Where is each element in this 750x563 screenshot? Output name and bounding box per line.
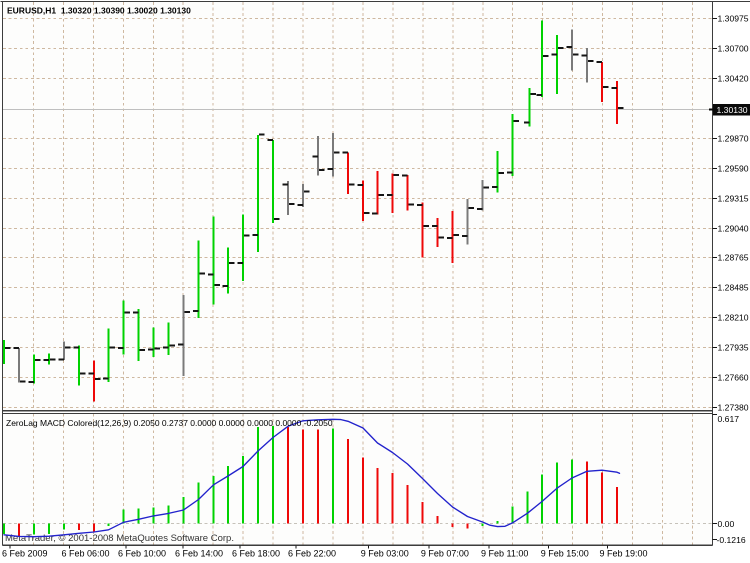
svg-text:6 Feb 06:00: 6 Feb 06:00 (62, 549, 110, 559)
svg-text:9 Feb 03:00: 9 Feb 03:00 (361, 549, 409, 559)
svg-text:9 Feb 11:00: 9 Feb 11:00 (481, 549, 528, 559)
svg-text:9 Feb 15:00: 9 Feb 15:00 (541, 549, 589, 559)
svg-text:-0.1216: -0.1216 (717, 535, 746, 545)
svg-text:1.30975: 1.30975 (718, 14, 749, 24)
svg-text:6 Feb 14:00: 6 Feb 14:00 (175, 549, 223, 559)
svg-text:6 Feb 22:00: 6 Feb 22:00 (288, 549, 336, 559)
svg-text:ZeroLag MACD Colored(12,26,9): ZeroLag MACD Colored(12,26,9) 0.2050 0.2… (6, 418, 333, 428)
svg-text:6 Feb 10:00: 6 Feb 10:00 (118, 549, 166, 559)
svg-text:0.00: 0.00 (718, 519, 735, 529)
svg-text:6 Feb 2009: 6 Feb 2009 (2, 549, 48, 559)
svg-text:6 Feb 18:00: 6 Feb 18:00 (232, 549, 280, 559)
svg-text:9 Feb 19:00: 9 Feb 19:00 (600, 549, 648, 559)
svg-text:1.29870: 1.29870 (718, 134, 749, 144)
svg-text:1.27380: 1.27380 (718, 403, 749, 413)
svg-text:1.28765: 1.28765 (718, 253, 749, 263)
svg-text:EURUSD,H1 1.30320 1.30390 1.3: EURUSD,H1 1.30320 1.30390 1.30020 1.3013… (7, 6, 191, 16)
svg-text:1.27660: 1.27660 (718, 373, 749, 383)
svg-text:1.30420: 1.30420 (718, 74, 749, 84)
svg-text:1.29590: 1.29590 (718, 164, 749, 174)
svg-text:1.29040: 1.29040 (718, 224, 749, 234)
svg-text:0.617: 0.617 (718, 414, 740, 424)
svg-text:1.29315: 1.29315 (718, 194, 749, 204)
svg-text:MetaTrader, © 2001-2008 MetaQu: MetaTrader, © 2001-2008 MetaQuotes Softw… (5, 533, 234, 544)
svg-text:1.28485: 1.28485 (718, 283, 749, 293)
svg-text:1.30130: 1.30130 (717, 105, 748, 115)
svg-text:1.27935: 1.27935 (718, 343, 749, 353)
svg-text:9 Feb 07:00: 9 Feb 07:00 (421, 549, 469, 559)
svg-text:1.28210: 1.28210 (718, 313, 749, 323)
svg-text:1.30700: 1.30700 (718, 44, 749, 54)
